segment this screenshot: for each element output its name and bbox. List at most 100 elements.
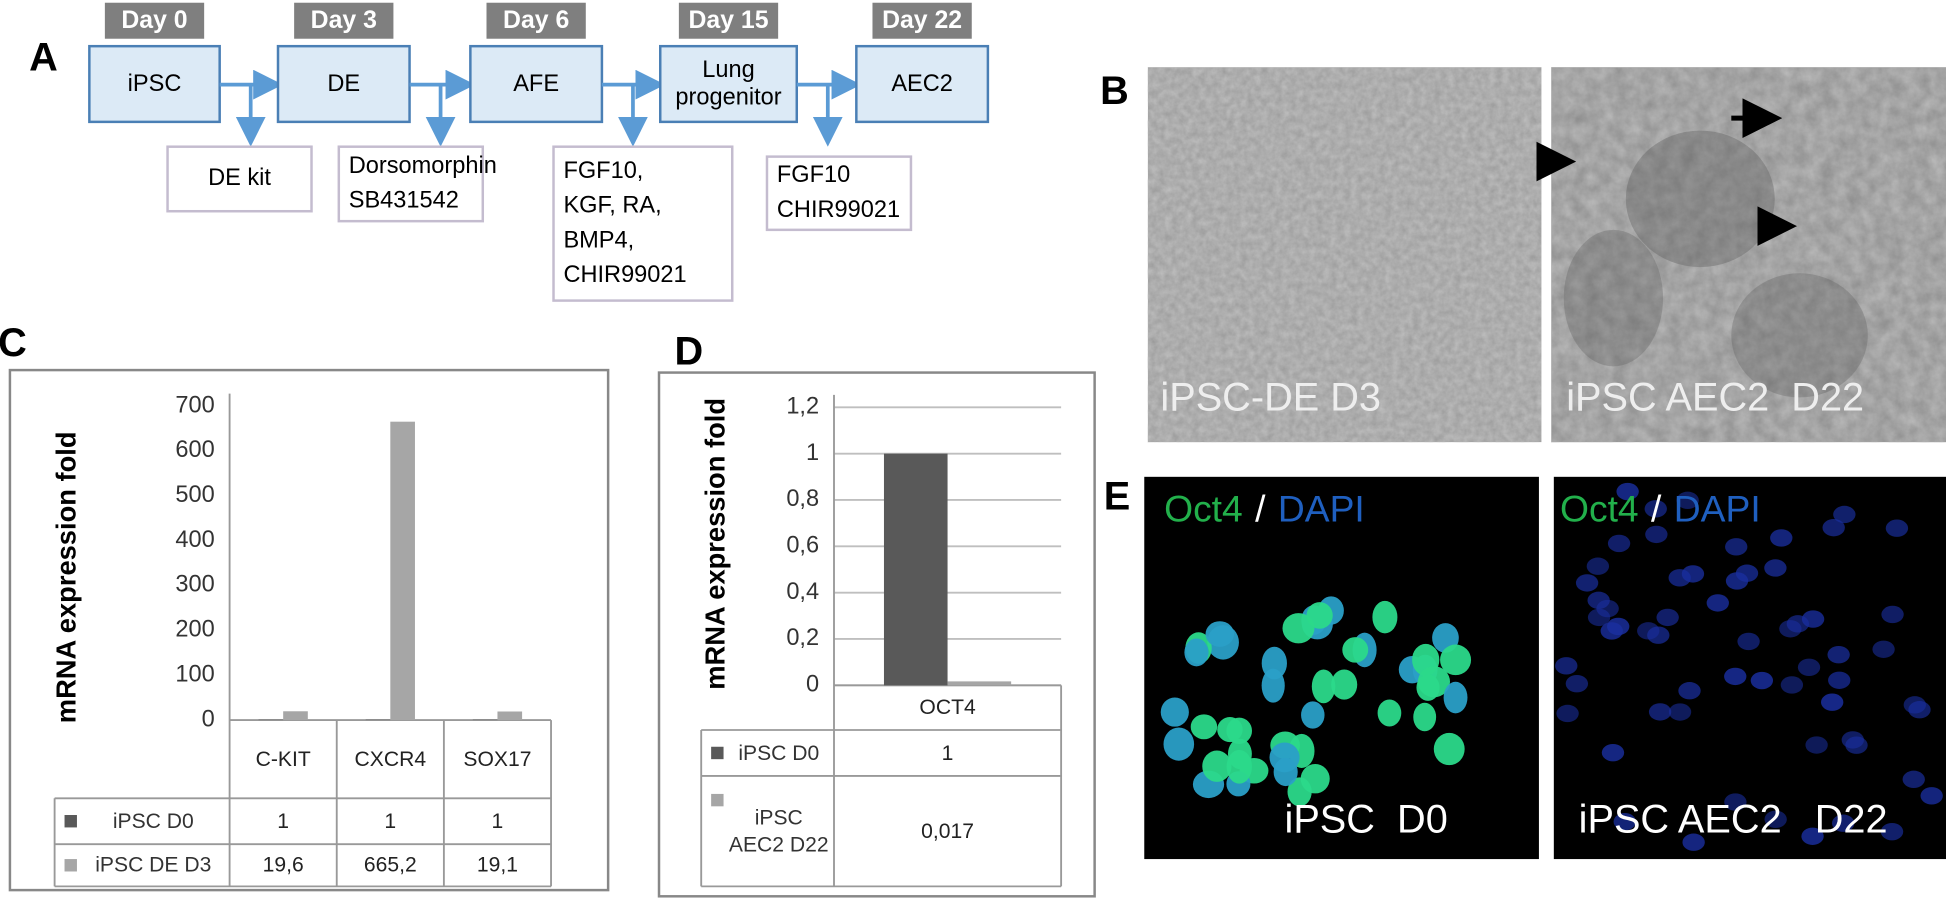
nucleus	[1261, 646, 1287, 680]
y-tick-label: 0,8	[786, 485, 819, 511]
table-cell: 19,1	[476, 853, 518, 877]
table-cell: C-KIT	[256, 747, 311, 771]
nucleus	[1440, 644, 1472, 676]
panel-label: A	[29, 35, 58, 79]
y-tick-label: 100	[175, 660, 214, 686]
nucleus	[1780, 676, 1804, 694]
nucleus	[1797, 658, 1821, 676]
stage-box	[469, 44, 604, 124]
y-tick-label: 0,4	[786, 578, 819, 604]
stage-label: DE	[327, 70, 360, 96]
treatment-label: DE kit	[208, 164, 271, 190]
nucleus	[1880, 822, 1904, 841]
legend-swatch	[64, 859, 77, 872]
y-tick-label: 1,2	[786, 393, 819, 419]
day-label: Day 0	[121, 7, 187, 34]
treatment-box	[765, 155, 913, 232]
nucleus	[1920, 787, 1943, 805]
nucleus	[1616, 482, 1639, 501]
chart-frame	[657, 371, 1096, 898]
nucleus	[1217, 717, 1243, 743]
nucleus	[1902, 770, 1925, 789]
y-tick-label: 0,2	[786, 624, 819, 650]
y-tick-label: 500	[175, 481, 214, 507]
y-tick-label: 400	[175, 526, 214, 552]
nucleus	[1443, 681, 1468, 714]
bar	[497, 711, 523, 721]
cells	[1160, 482, 1943, 851]
stage-label: Lung	[702, 56, 754, 82]
nucleus	[1645, 525, 1668, 544]
nucleus	[1706, 594, 1729, 612]
nucleus	[1637, 622, 1660, 640]
panel-label: D	[674, 329, 703, 373]
nucleus	[1827, 645, 1850, 664]
treatment-box	[166, 145, 313, 213]
stage-label: iPSC	[128, 70, 182, 96]
nucleus	[1725, 572, 1749, 590]
nucleus	[1822, 518, 1845, 537]
data-label: 19,1	[476, 853, 518, 877]
day-label: Day 6	[503, 7, 569, 34]
x-tick-label: SOX17	[463, 747, 532, 771]
stage-label: progenitor	[675, 84, 781, 110]
nucleus	[1724, 667, 1747, 686]
legend-swatch	[711, 746, 724, 760]
nucleus	[1832, 814, 1855, 832]
table-cell: iPSC DE D3	[95, 853, 211, 877]
legend-label: iPSC D0	[738, 741, 820, 765]
nucleus	[1607, 534, 1631, 553]
nucleus	[1668, 569, 1691, 587]
nucleus	[1586, 557, 1610, 575]
nucleus	[1342, 637, 1369, 663]
y-tick-label: 1	[806, 439, 819, 465]
table-cell: 0,017	[921, 819, 974, 843]
nucleus	[1372, 600, 1398, 634]
nucleus	[1644, 500, 1667, 518]
data-label: 1	[941, 741, 954, 765]
nucleus	[1770, 529, 1793, 547]
stain-name: DAPI	[1278, 487, 1365, 529]
panel-label: E	[1104, 475, 1130, 519]
nucleus	[1555, 657, 1578, 675]
y-tick-label: 600	[175, 436, 214, 462]
nucleus	[1282, 613, 1315, 644]
nucleus	[1607, 617, 1630, 636]
image-texture	[1147, 67, 1542, 443]
treatment-label: CHIR99021	[563, 261, 686, 287]
nucleus	[1841, 731, 1864, 749]
nucleus	[1764, 559, 1787, 577]
stain-label: Oct4 / DAPI	[1560, 487, 1761, 529]
treatment-label: FGF10	[777, 161, 850, 187]
stage-box	[88, 44, 221, 124]
bar	[947, 681, 1012, 686]
nucleus	[1184, 638, 1209, 667]
nucleus	[1413, 702, 1437, 732]
nucleus	[1750, 671, 1774, 690]
colony	[1563, 229, 1664, 367]
treatment-label: FGF10,	[563, 157, 643, 183]
y-tick-label: 300	[175, 571, 214, 597]
nucleus	[1656, 608, 1679, 627]
table-cell: 1	[492, 809, 504, 833]
stage-box	[855, 44, 990, 124]
nucleus	[1668, 703, 1692, 721]
treatment-label: Dorsomorphin	[349, 152, 497, 178]
treatment-label: SB431542	[349, 187, 459, 213]
nucleus	[1556, 704, 1579, 723]
stage-label: AEC2	[891, 70, 953, 96]
chart-frame	[8, 368, 610, 892]
day-label: Day 22	[882, 7, 962, 34]
nucleus	[1273, 757, 1298, 787]
treatment-label: KGF, RA,	[563, 192, 661, 218]
table-cell: OCT4	[919, 696, 975, 720]
nucleus	[1682, 833, 1705, 851]
nucleus	[1881, 605, 1904, 624]
nucleus	[1331, 669, 1358, 700]
nucleus	[1678, 682, 1701, 700]
bar	[883, 453, 948, 686]
colony	[1625, 130, 1775, 268]
day-box	[678, 2, 779, 39]
nucleus	[1613, 812, 1636, 831]
nucleus	[1565, 674, 1589, 693]
